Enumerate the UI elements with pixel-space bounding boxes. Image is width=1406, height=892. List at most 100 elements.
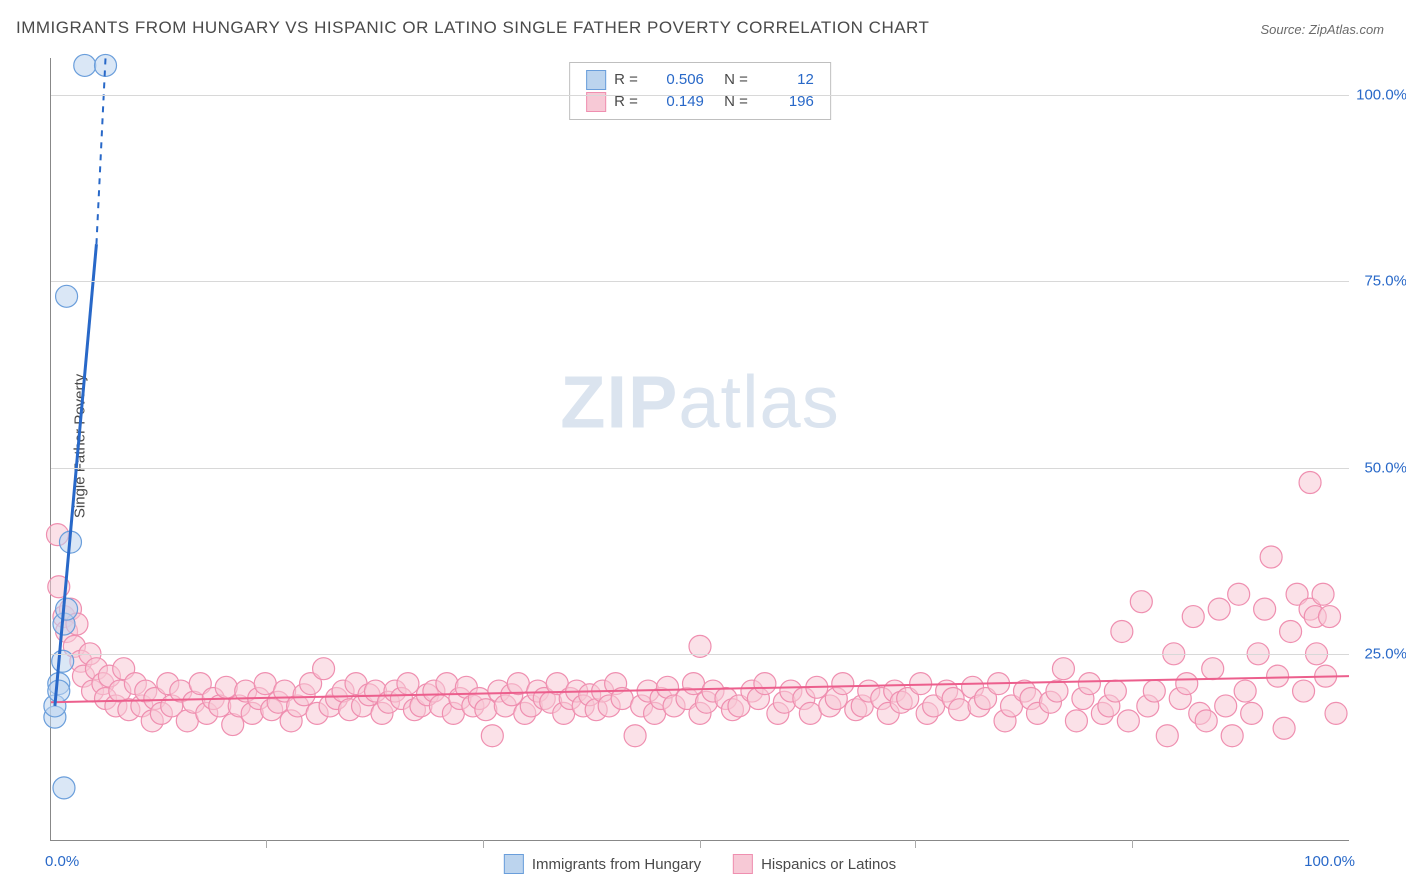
data-point-hispanic (468, 687, 490, 709)
swatch-hispanic-icon (733, 854, 753, 874)
data-point-hispanic (339, 699, 361, 721)
data-point-hispanic (1137, 695, 1159, 717)
data-point-hispanic (501, 684, 523, 706)
data-point-hispanic (851, 695, 873, 717)
legend-label-hispanic: Hispanics or Latinos (761, 856, 896, 873)
data-point-hispanic (624, 725, 646, 747)
data-point-hispanic (949, 699, 971, 721)
data-point-hispanic (267, 691, 289, 713)
data-point-hispanic (202, 687, 224, 709)
data-point-hispanic (98, 665, 120, 687)
data-point-hispanic (170, 680, 192, 702)
data-point-hispanic (819, 695, 841, 717)
data-point-hispanic (773, 691, 795, 713)
data-point-hispanic (72, 665, 94, 687)
data-point-hispanic (423, 680, 445, 702)
data-point-hispanic (176, 710, 198, 732)
data-point-hispanic (92, 673, 114, 695)
data-point-hispanic (637, 680, 659, 702)
data-point-hispanic (1241, 702, 1263, 724)
data-point-hispanic (313, 658, 335, 680)
correlation-legend: R = 0.506 N = 12 R = 0.149 N = 196 (569, 62, 831, 120)
trend-line-hungary (55, 244, 97, 706)
data-point-hispanic (1325, 702, 1347, 724)
data-point-hispanic (135, 680, 157, 702)
data-point-hispanic (95, 687, 117, 709)
data-point-hispanic (248, 687, 270, 709)
data-point-hispanic (85, 658, 107, 680)
data-point-hispanic (82, 680, 104, 702)
data-point-hispanic (1319, 606, 1341, 628)
data-point-hispanic (1293, 680, 1315, 702)
data-point-hispanic (1020, 687, 1042, 709)
data-point-hispanic (365, 680, 387, 702)
data-point-hispanic (1130, 591, 1152, 613)
r-label: R = (614, 69, 638, 91)
data-point-hispanic (1315, 665, 1337, 687)
data-point-hispanic (1169, 687, 1191, 709)
data-point-hispanic (572, 695, 594, 717)
data-point-hispanic (754, 673, 776, 695)
data-point-hungary (44, 695, 66, 717)
data-point-hispanic (683, 673, 705, 695)
data-point-hispanic (611, 687, 633, 709)
data-point-hispanic (1286, 583, 1308, 605)
data-point-hispanic (825, 687, 847, 709)
data-point-hispanic (1014, 680, 1036, 702)
x-tick (483, 840, 484, 848)
data-point-hispanic (592, 680, 614, 702)
x-tick (915, 840, 916, 848)
data-point-hispanic (988, 673, 1010, 695)
data-point-hispanic (631, 695, 653, 717)
data-point-hispanic (1001, 695, 1023, 717)
data-point-hispanic (287, 695, 309, 717)
data-point-hispanic (877, 702, 899, 724)
data-point-hispanic (235, 680, 257, 702)
data-point-hispanic (715, 687, 737, 709)
data-point-hispanic (579, 684, 601, 706)
source-attribution: Source: ZipAtlas.com (1260, 22, 1384, 37)
data-point-hispanic (657, 676, 679, 698)
data-point-hispanic (377, 691, 399, 713)
data-point-hispanic (429, 695, 451, 717)
data-point-hispanic (1052, 658, 1074, 680)
data-point-hispanic (910, 673, 932, 695)
data-point-hungary (48, 680, 70, 702)
y-tick-label: 100.0% (1356, 87, 1406, 104)
data-point-hispanic (605, 673, 627, 695)
data-point-hungary (44, 706, 66, 728)
data-point-hispanic (1299, 598, 1321, 620)
data-point-hungary (53, 613, 75, 635)
data-point-hispanic (1312, 583, 1334, 605)
data-point-hispanic (1260, 546, 1282, 568)
data-point-hispanic (215, 676, 237, 698)
watermark: ZIPatlas (560, 360, 839, 445)
data-point-hispanic (403, 699, 425, 721)
data-point-hispanic (890, 691, 912, 713)
y-tick-label: 50.0% (1364, 459, 1406, 476)
data-point-hispanic (721, 699, 743, 721)
data-point-hispanic (390, 687, 412, 709)
data-point-hispanic (113, 658, 135, 680)
data-point-hispanic (56, 620, 78, 642)
data-point-hispanic (514, 702, 536, 724)
data-point-hispanic (695, 691, 717, 713)
legend-item-hispanic: Hispanics or Latinos (733, 854, 896, 874)
data-point-hispanic (196, 702, 218, 724)
data-point-hispanic (923, 695, 945, 717)
data-point-hungary (56, 285, 78, 307)
data-point-hispanic (1039, 691, 1061, 713)
data-point-hispanic (663, 695, 685, 717)
gridline-h (51, 95, 1349, 96)
data-point-hispanic (358, 684, 380, 706)
data-point-hispanic (449, 687, 471, 709)
data-point-hispanic (832, 673, 854, 695)
data-point-hispanic (793, 687, 815, 709)
data-point-hispanic (1098, 695, 1120, 717)
data-point-hispanic (228, 695, 250, 717)
data-point-hispanic (1143, 680, 1165, 702)
data-point-hispanic (455, 676, 477, 698)
data-point-hispanic (1176, 673, 1198, 695)
trend-line-hispanic (51, 676, 1349, 702)
data-point-hispanic (105, 695, 127, 717)
